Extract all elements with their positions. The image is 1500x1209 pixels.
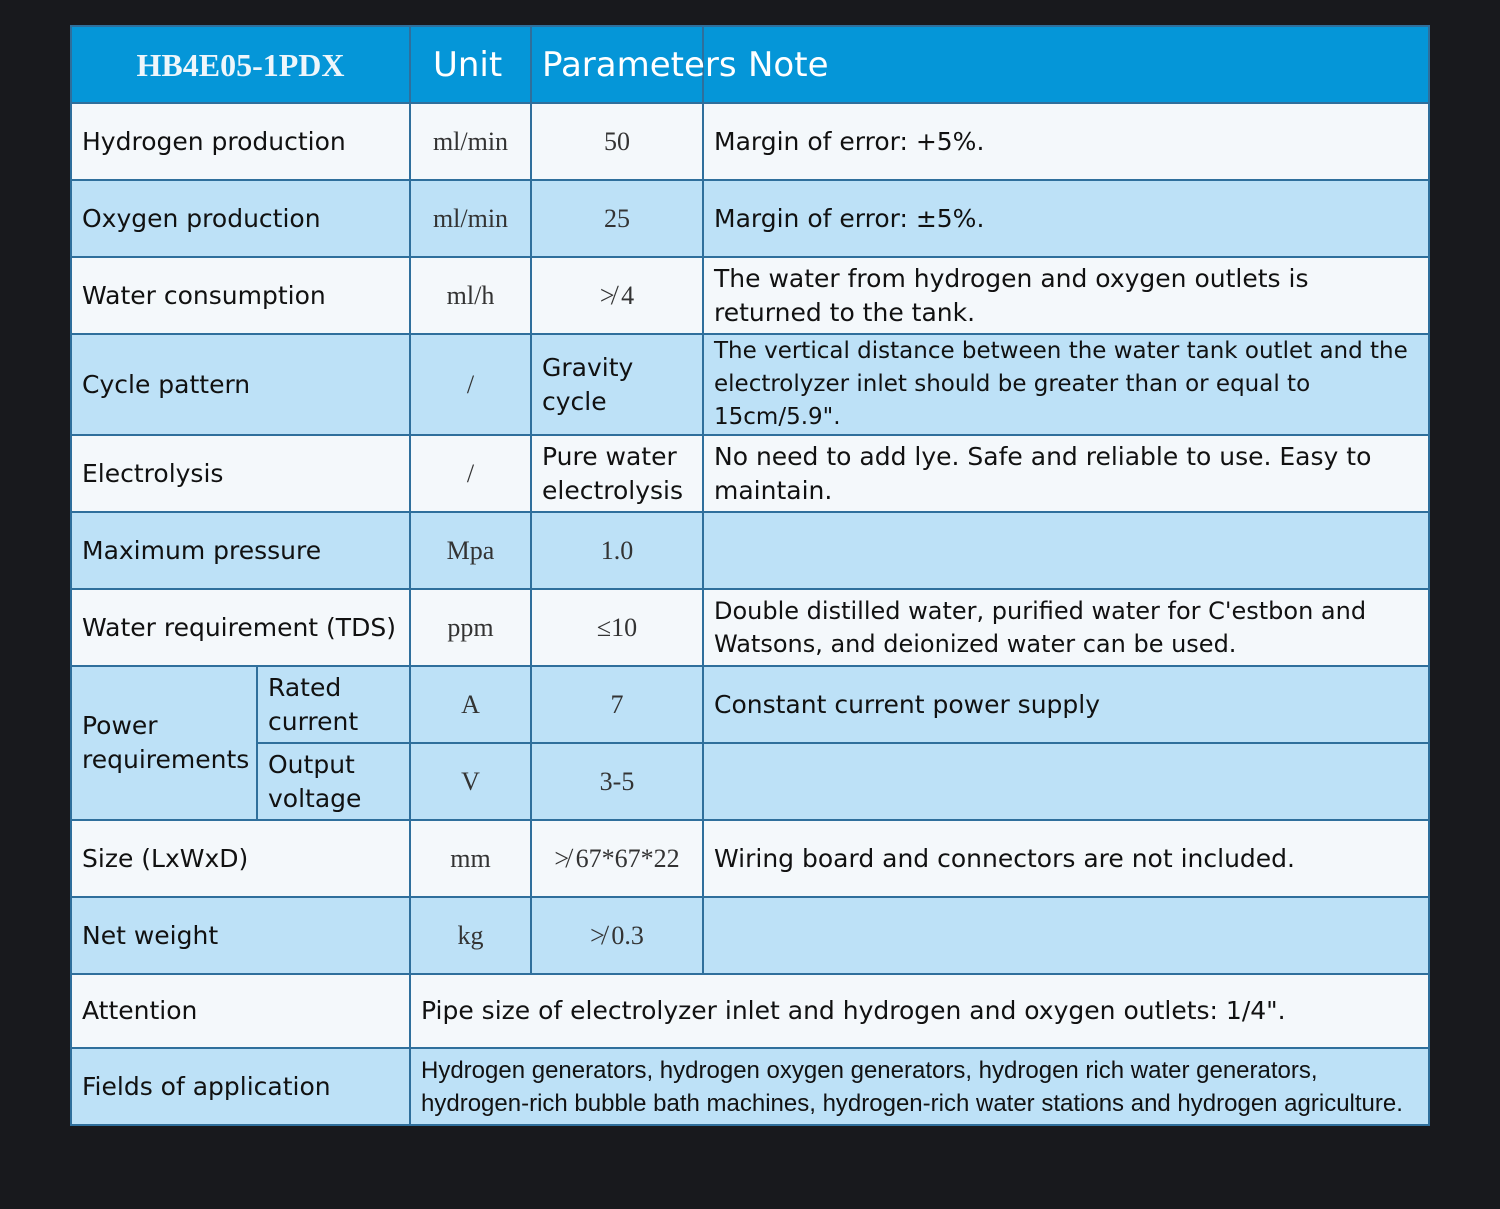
row-unit: ml/min	[409, 102, 532, 181]
row-unit: ml/min	[409, 179, 532, 258]
row-note: Constant current power supply	[702, 665, 1430, 744]
spec-table: HB4E05-1PDX Unit Parameters Note Hydroge…	[70, 25, 1430, 1126]
table-row: Maximum pressure Mpa 1.0	[70, 511, 1430, 590]
row-note: Hydrogen generators, hydrogen oxygen gen…	[409, 1047, 1430, 1126]
table-row: Hydrogen production ml/min 50 Margin of err…	[70, 102, 1430, 181]
row-label: Cycle pattern	[70, 333, 411, 436]
row-param: ≯ 67*67*22	[530, 819, 704, 898]
row-unit: kg	[409, 896, 532, 975]
table-row: Water consumption ml/h ≯ 4 The water from h…	[70, 256, 1430, 335]
row-label: Fields of application	[70, 1047, 411, 1126]
table-row: Attention Pipe size of electrolyzer inlet…	[70, 973, 1430, 1049]
row-param: 1.0	[530, 511, 704, 590]
row-label: Maximum pressure	[70, 511, 411, 590]
table-row: Fields of application Hydrogen generators…	[70, 1047, 1430, 1126]
header-row: HB4E05-1PDX Unit Parameters Note	[70, 25, 1430, 104]
row-label: Oxygen production	[70, 179, 411, 258]
row-param: Pure water electrolysis	[530, 434, 704, 513]
row-note: Wiring board and connectors are not incl…	[702, 819, 1430, 898]
row-label: Water consumption	[70, 256, 411, 335]
row-label: Attention	[70, 973, 411, 1049]
row-label: Electrolysis	[70, 434, 411, 513]
row-note: Pipe size of electrolyzer inlet and hydr…	[409, 973, 1430, 1049]
row-param: 7	[530, 665, 704, 744]
row-param: 25	[530, 179, 704, 258]
table-row: Net weight kg ≯ 0.3	[70, 896, 1430, 975]
unit-header: Unit	[409, 25, 532, 104]
parameters-header: Parameters	[530, 25, 737, 104]
table-row: Power requirements Rated current A 7 Constan…	[70, 665, 1430, 821]
row-param: ≤10	[530, 588, 704, 667]
row-param: 50	[530, 102, 704, 181]
row-note: The water from hydrogen and oxygen outle…	[702, 256, 1430, 335]
row-label: Power requirements	[70, 665, 258, 821]
row-note	[702, 742, 1430, 821]
row-unit: ppm	[409, 588, 532, 667]
row-label: Size (LxWxD)	[70, 819, 411, 898]
row-unit: Mpa	[409, 511, 532, 590]
row-param: ≯ 0.3	[530, 896, 704, 975]
row-param: Gravity cycle	[530, 333, 704, 436]
row-unit: /	[409, 434, 532, 513]
row-unit: A	[409, 665, 532, 744]
table-row: Output voltage V 3-5	[71, 742, 1430, 821]
row-unit: V	[409, 742, 532, 821]
table-row: Oxygen production ml/min 25 Margin of error…	[70, 179, 1430, 258]
table-row: Size (LxWxD) mm ≯ 67*67*22 Wiring board and…	[70, 819, 1430, 898]
row-param: 3-5	[530, 742, 704, 821]
row-param: ≯ 4	[530, 256, 704, 335]
row-unit: ml/h	[409, 256, 532, 335]
row-note	[702, 896, 1430, 975]
row-label: Water requirement (TDS)	[70, 588, 411, 667]
note-header: Note	[702, 25, 1430, 104]
row-note: Double distilled water, purified water f…	[702, 588, 1430, 667]
row-label: Hydrogen production	[70, 102, 411, 181]
table-row: Electrolysis / Pure water electrolysis No n…	[70, 434, 1430, 513]
row-note	[702, 511, 1430, 590]
row-note: The vertical distance between the water …	[702, 333, 1430, 436]
table-row: Water requirement (TDS) ppm ≤10 Double dist…	[70, 588, 1430, 667]
sub-label: Rated current	[256, 665, 411, 744]
table-row: Cycle pattern / Gravity cycle The vertical …	[70, 333, 1430, 436]
row-unit: mm	[409, 819, 532, 898]
row-note: Margin of error: ±5%.	[702, 179, 1430, 258]
row-note: No need to add lye. Safe and reliable to…	[702, 434, 1430, 513]
model-header: HB4E05-1PDX	[70, 25, 411, 104]
sub-label: Output voltage	[256, 742, 411, 821]
row-note: Margin of error: +5%.	[702, 102, 1430, 181]
row-unit: /	[409, 333, 532, 436]
row-label: Net weight	[70, 896, 411, 975]
